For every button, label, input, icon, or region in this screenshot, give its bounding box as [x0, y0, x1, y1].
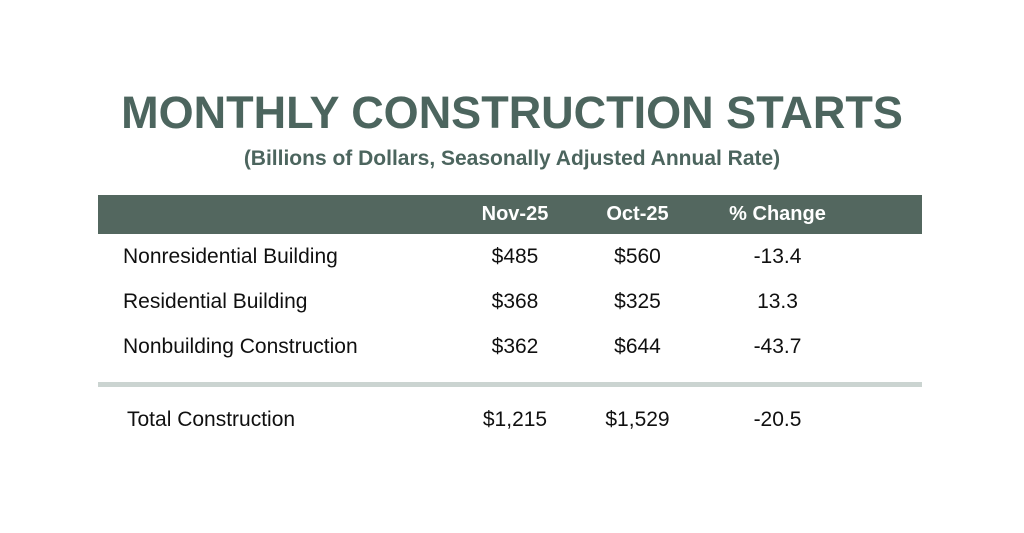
table-row-residential: Residential Building $368 $325 13.3: [98, 279, 922, 324]
row-value-oct-25: $1,529: [605, 408, 670, 431]
header-cell-oct-25: Oct-25: [606, 203, 669, 225]
row-value-oct-25: $325: [614, 290, 661, 313]
header-cell-pct-change: % Change: [729, 203, 826, 225]
row-value-nov-25: $485: [491, 245, 539, 268]
row-spacer: [860, 397, 922, 442]
row-value-oct-25: $644: [614, 335, 661, 358]
row-label: Residential Building: [123, 290, 308, 313]
table-row-nonbuilding: Nonbuilding Construction $362 $644 -43.7: [98, 324, 922, 369]
row-value-pct-change: -13.4: [753, 245, 802, 268]
row-spacer: [860, 234, 922, 279]
page-subtitle: (Billions of Dollars, Seasonally Adjuste…: [243, 147, 781, 170]
total-divider-line: [98, 382, 922, 387]
row-spacer: [860, 279, 922, 324]
row-label: Nonbuilding Construction: [123, 335, 358, 358]
row-value-nov-25: $368: [491, 290, 539, 313]
table-header-row: Nov-25 Oct-25 % Change: [98, 195, 922, 234]
header-cell-spacer: [860, 195, 922, 234]
header-cell-blank: [98, 195, 450, 234]
row-value-nov-25: $1,215: [482, 408, 548, 431]
table-row-nonresidential: Nonresidential Building $485 $560 -13.4: [98, 234, 922, 279]
row-label: Total Construction: [127, 408, 296, 431]
header-cell-nov-25: Nov-25: [481, 203, 549, 225]
table-row-total: Total Construction $1,215 $1,529 -20.5: [98, 397, 922, 442]
row-value-pct-change: -43.7: [753, 335, 802, 358]
page-title: MONTHLY CONSTRUCTION STARTS: [121, 87, 903, 138]
row-value-oct-25: $560: [614, 245, 661, 268]
row-spacer: [860, 324, 922, 369]
row-value-nov-25: $362: [491, 335, 539, 358]
construction-starts-table: Nov-25 Oct-25 % Change Nonresidential Bu…: [98, 195, 922, 442]
row-value-pct-change: -20.5: [753, 408, 802, 431]
row-value-pct-change: 13.3: [757, 290, 798, 313]
row-label: Nonresidential Building: [123, 245, 338, 268]
